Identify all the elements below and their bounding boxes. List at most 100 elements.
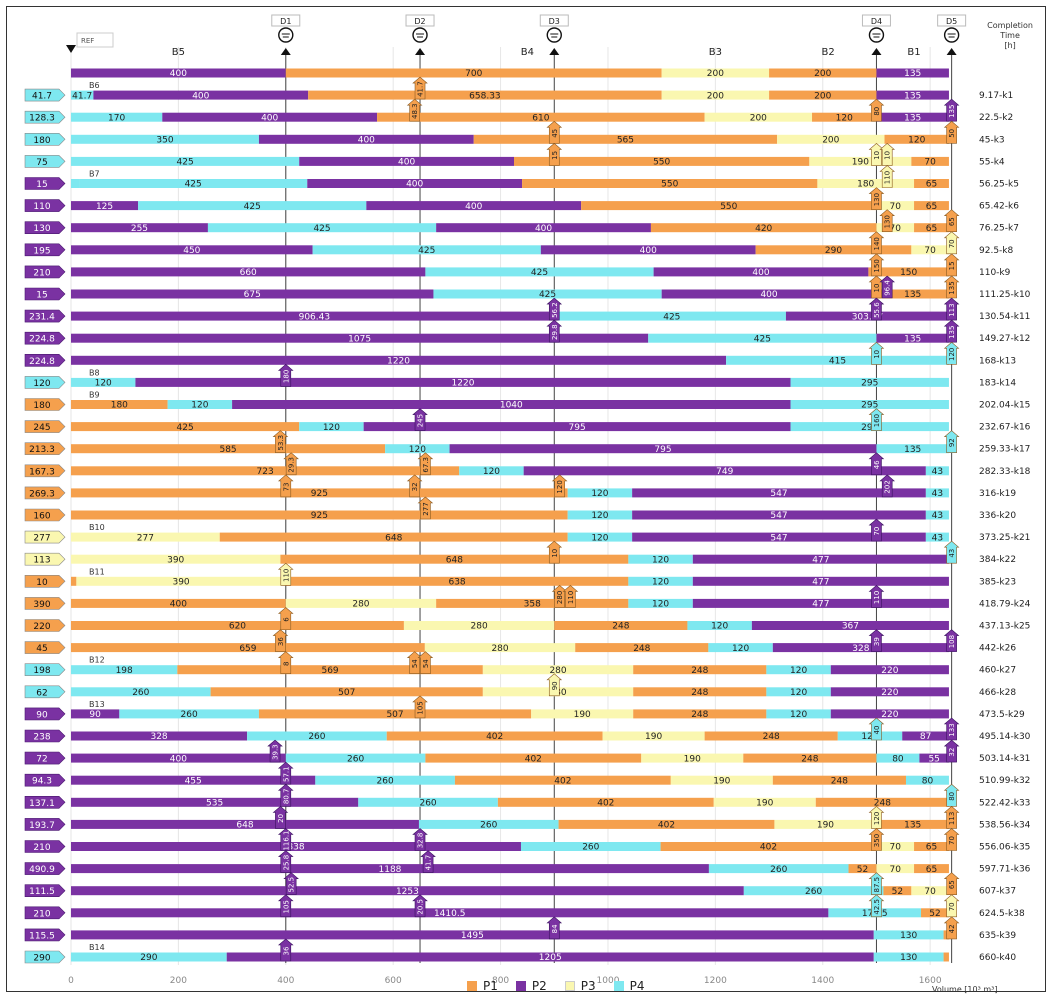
transfer-value: 50: [948, 129, 956, 138]
bar-segment: [873, 952, 944, 962]
transfer-arrow: [943, 739, 960, 763]
transfer-value: 45: [551, 129, 559, 138]
batch-tag: B11: [89, 567, 105, 576]
bar-segment-label: 550: [661, 180, 678, 190]
bar-segment-label: 200: [707, 91, 724, 101]
bar-segment-label: 675: [244, 290, 261, 300]
bar-segment: [883, 886, 912, 896]
inflow-value: 193.7: [29, 821, 55, 831]
transfer-arrow: [868, 275, 885, 299]
bar-segment: [177, 665, 483, 675]
bar-segment: [71, 886, 744, 896]
bar-segment: [232, 400, 791, 409]
inflow-value: 290: [33, 954, 50, 964]
bar-segment-label: 400: [192, 91, 209, 101]
ref-marker: [66, 45, 76, 53]
inflow-arrow: [24, 376, 66, 389]
batch-tag: B8: [89, 368, 100, 377]
bar-segment: [575, 643, 709, 653]
bar-segment: [71, 223, 208, 233]
depot-icon: [546, 27, 562, 43]
bar-segment-label: 220: [881, 666, 898, 676]
bar-segment: [766, 687, 831, 697]
bar-segment: [925, 466, 949, 476]
bar-segment: [876, 289, 949, 299]
transfer-arrow: [417, 496, 434, 520]
inflow-value: 41.7: [32, 92, 52, 102]
bar-segment-label: 135: [904, 821, 921, 831]
inflow-arrow: [24, 707, 66, 721]
transfer-arrow: [277, 783, 294, 807]
segment-label: B4: [521, 47, 534, 58]
transfer-value: 29.3: [288, 457, 296, 473]
transfer-arrow: [943, 430, 960, 453]
inflow-value: 111.5: [29, 887, 55, 897]
bar-segment-label: 280: [352, 600, 369, 610]
transfer-value: 53.3: [277, 435, 285, 451]
bar-segment: [299, 156, 514, 166]
bar-segment: [911, 245, 949, 255]
transfer-value: 54: [422, 659, 430, 668]
transfer-arrow: [868, 98, 885, 122]
bar-segment-label: 550: [720, 202, 737, 212]
bar-segment: [433, 289, 662, 299]
legend-swatch-p2: [515, 981, 526, 991]
bar-segment: [774, 819, 877, 829]
bar-segment-label: 135: [904, 69, 921, 79]
bar-segment-label: 180: [111, 401, 128, 411]
inflow-arrow: [24, 796, 66, 809]
bar-segment: [830, 665, 949, 675]
bar-segment: [540, 245, 756, 255]
bar-segment: [71, 908, 829, 918]
bar-segment: [628, 554, 693, 564]
transfer-arrow: [406, 651, 423, 674]
bar-segment: [71, 819, 419, 829]
segment-label: B3: [709, 47, 722, 58]
bar-segment-label: 190: [684, 754, 701, 764]
bar-segment: [71, 864, 709, 874]
bar-segment-label: 303.57: [852, 312, 884, 322]
transfer-value: 160: [873, 414, 881, 427]
bar-segment: [71, 444, 386, 454]
completion-time-label: 111.25-k10: [979, 290, 1031, 300]
bar-segment: [692, 576, 949, 586]
transfer-arrow: [420, 850, 436, 873]
bar-segment-label: 190: [574, 710, 591, 720]
bar-segment-label: 425: [418, 246, 435, 256]
inflow-arrow: [24, 287, 66, 301]
bar-segment: [567, 532, 633, 542]
bar-segment-label: 425: [663, 312, 680, 322]
bar-segment-label: 328: [852, 644, 869, 654]
inflow-arrow: [24, 906, 66, 920]
inflow-arrow: [24, 155, 66, 168]
transfer-value: 32: [411, 482, 419, 491]
inflow-value: 62: [36, 688, 47, 698]
transfer-arrow: [277, 474, 294, 498]
bar-segment-label: 260: [347, 754, 364, 764]
transfer-value: 133: [948, 723, 956, 736]
bar-segment: [914, 864, 949, 874]
transfer-value: 65: [948, 880, 956, 889]
bar-segment-label: 400: [261, 113, 278, 123]
bar-segment: [71, 156, 300, 166]
completion-time-label: 510.99-k32: [979, 776, 1030, 786]
bar-segment-label: 120: [652, 600, 669, 610]
bar-segment: [436, 223, 651, 233]
bar-segment: [71, 753, 286, 763]
bar-segment: [554, 621, 688, 630]
x-tick-label: 800: [492, 976, 509, 986]
bar-segment-label: 350: [156, 136, 173, 146]
transfer-arrow: [277, 894, 294, 918]
transfer-value: 6: [282, 617, 290, 622]
bar-segment-label: 65: [926, 843, 937, 853]
transfer-arrow: [879, 143, 896, 166]
bar-segment: [943, 952, 949, 962]
bar-segment: [285, 576, 629, 586]
bar-segment-label: 120: [836, 113, 853, 123]
transfer-value: 135: [948, 105, 956, 118]
bar-segment: [285, 753, 426, 763]
inflow-value: 130: [33, 224, 50, 234]
inflow-arrow: [24, 928, 66, 942]
transfer-value: 96.4: [884, 280, 892, 296]
inflow-value: 210: [33, 909, 50, 919]
